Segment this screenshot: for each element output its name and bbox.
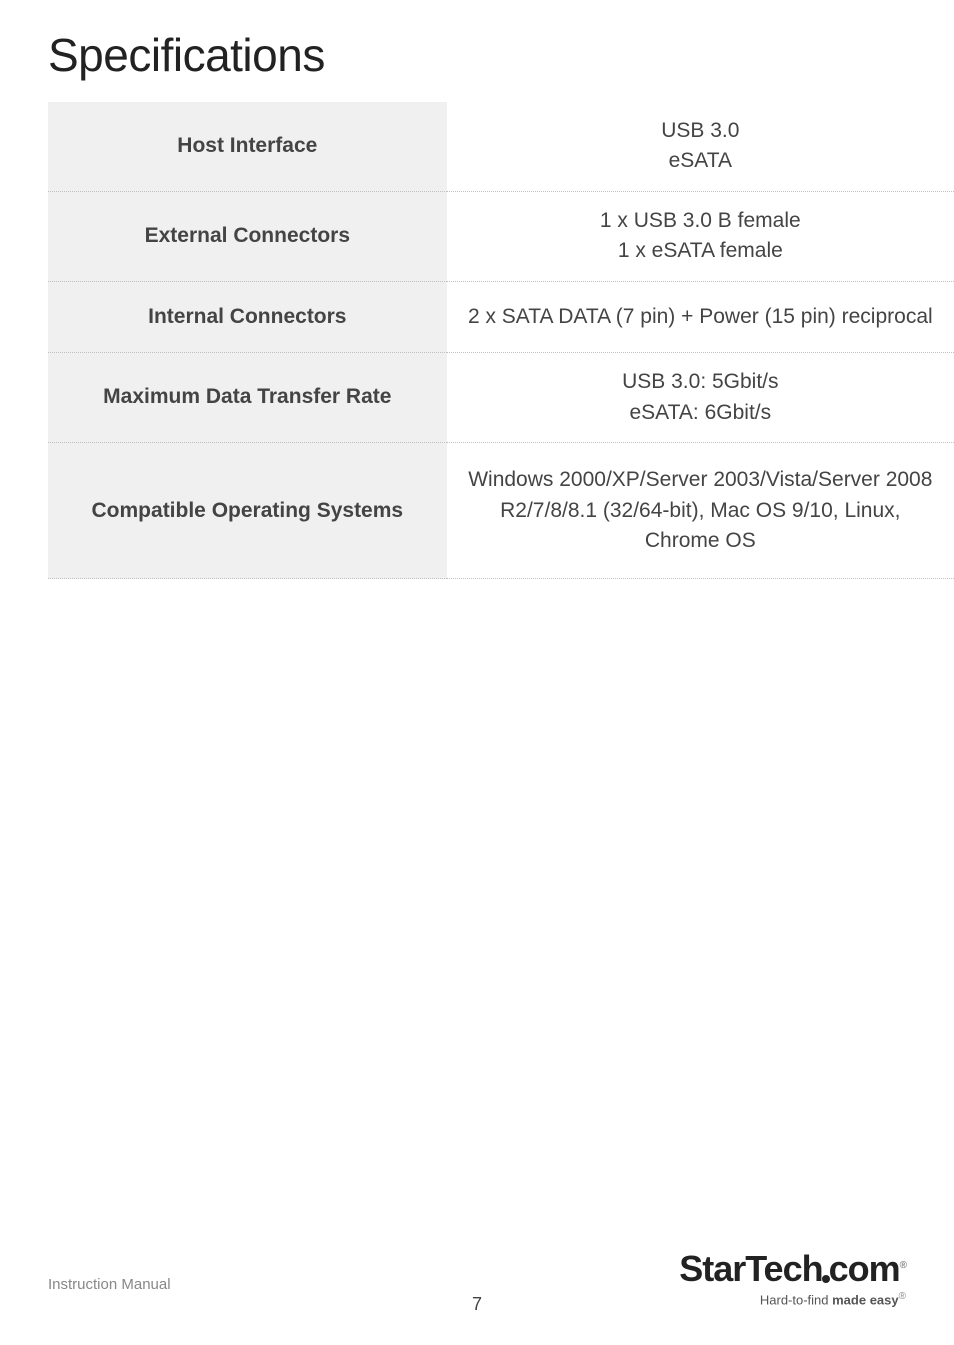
spec-label-text: Compatible Operating Systems <box>48 474 447 548</box>
spec-value-cell: 2 x SATA DATA (7 pin) + Power (15 pin) r… <box>447 281 954 352</box>
page-title: Specifications <box>0 0 954 102</box>
spec-value-cell: 1 x USB 3.0 B female1 x eSATA female <box>447 191 954 281</box>
footer-logo: StarTechcom® Hard-to-find made easy® <box>679 1251 906 1307</box>
spec-value-text: USB 3.0: 5Gbit/seSATA: 6Gbit/s <box>447 353 954 442</box>
tagline-prefix: Hard-to-find <box>760 1292 832 1307</box>
logo-name: StarTech <box>679 1248 822 1289</box>
logo-tagline: Hard-to-find made easy® <box>679 1291 906 1307</box>
table-row: Maximum Data Transfer RateUSB 3.0: 5Gbit… <box>48 353 954 443</box>
spec-label-cell: Maximum Data Transfer Rate <box>48 353 447 443</box>
logo-text: StarTechcom® <box>679 1251 906 1287</box>
table-row: Host InterfaceUSB 3.0eSATA <box>48 102 954 191</box>
spec-label-text: Maximum Data Transfer Rate <box>48 368 447 426</box>
table-row: Internal Connectors2 x SATA DATA (7 pin)… <box>48 281 954 352</box>
spec-value-text: 1 x USB 3.0 B female1 x eSATA female <box>447 192 954 281</box>
footer-doc-label: Instruction Manual <box>48 1276 171 1293</box>
footer-page-number: 7 <box>472 1294 482 1315</box>
table-row: Compatible Operating SystemsWindows 2000… <box>48 443 954 579</box>
spec-label-text: External Connectors <box>48 207 447 265</box>
logo-dot-icon <box>822 1275 830 1283</box>
spec-value-text: Windows 2000/XP/Server 2003/Vista/Server… <box>447 443 954 578</box>
tagline-registered-icon: ® <box>899 1291 906 1302</box>
tagline-bold: made easy <box>832 1292 899 1307</box>
spec-label-cell: Compatible Operating Systems <box>48 443 447 579</box>
spec-value-cell: USB 3.0eSATA <box>447 102 954 191</box>
table-row: External Connectors1 x USB 3.0 B female1… <box>48 191 954 281</box>
table-body: Host InterfaceUSB 3.0eSATAExternal Conne… <box>48 102 954 579</box>
spec-value-text: 2 x SATA DATA (7 pin) + Power (15 pin) r… <box>447 282 954 352</box>
spec-label-cell: Internal Connectors <box>48 281 447 352</box>
spec-value-text: USB 3.0eSATA <box>447 102 954 191</box>
specifications-table: Host InterfaceUSB 3.0eSATAExternal Conne… <box>48 102 954 579</box>
logo-suffix: com <box>829 1248 900 1289</box>
spec-label-text: Host Interface <box>48 117 447 175</box>
spec-label-cell: Host Interface <box>48 102 447 191</box>
spec-label-text: Internal Connectors <box>48 282 447 352</box>
page-footer: Instruction Manual 7 StarTechcom® Hard-t… <box>0 1245 954 1315</box>
logo-registered-icon: ® <box>900 1260 906 1271</box>
spec-label-cell: External Connectors <box>48 191 447 281</box>
spec-value-cell: USB 3.0: 5Gbit/seSATA: 6Gbit/s <box>447 353 954 443</box>
spec-value-cell: Windows 2000/XP/Server 2003/Vista/Server… <box>447 443 954 579</box>
